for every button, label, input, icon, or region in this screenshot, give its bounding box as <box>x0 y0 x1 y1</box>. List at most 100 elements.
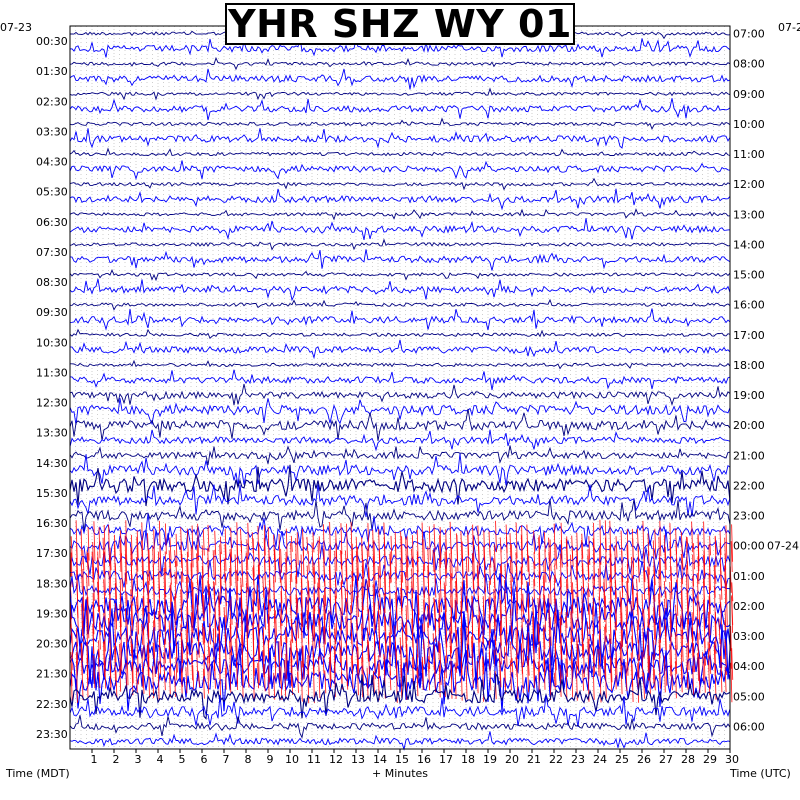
x-tick-label: 17 <box>439 753 453 766</box>
x-tick-label: 20 <box>505 753 519 766</box>
trace-line <box>69 715 731 739</box>
trace-line <box>69 464 731 506</box>
x-tick-label: 27 <box>659 753 673 766</box>
left-time-label: 00:30 <box>36 35 68 48</box>
trace-line <box>69 429 731 452</box>
left-time-label: 03:30 <box>36 125 68 138</box>
x-axis-ticks: 1 2 3 4 5 6 7 8 9 10 11 12 13 14 15 16 17 18 19 20 21 22 23 24 2… <box>91 749 739 766</box>
right-time-label: 00:00 <box>733 540 765 553</box>
right-time-label: 13:00 <box>733 208 765 221</box>
right-time-label: 11:00 <box>733 148 765 161</box>
left-time-label: 21:30 <box>36 668 68 681</box>
left-time-label: 17:30 <box>36 547 68 560</box>
x-tick-label: 29 <box>703 753 717 766</box>
trace-line <box>69 499 731 532</box>
trace-line <box>69 117 731 131</box>
trace-line <box>69 298 731 311</box>
trace-line <box>69 249 731 271</box>
right-time-label: 16:00 <box>733 299 765 312</box>
trace-line <box>69 573 731 639</box>
trace-line <box>69 328 731 339</box>
x-tick-label: 4 <box>157 753 164 766</box>
trace-line <box>69 98 731 121</box>
trace-line <box>69 87 731 101</box>
trace-line <box>69 68 731 90</box>
trace-line <box>69 647 731 713</box>
right-time-label: 09:00 <box>733 88 765 101</box>
trace-line <box>69 398 731 426</box>
x-tick-label: 22 <box>549 753 563 766</box>
trace-line <box>69 37 731 58</box>
right-date-label: 07-2 <box>778 21 800 34</box>
x-tick-label: 13 <box>351 753 365 766</box>
x-tick-label: 8 <box>245 753 252 766</box>
x-tick-label: 3 <box>135 753 142 766</box>
right-time-label: 14:00 <box>733 238 765 251</box>
left-time-label: 09:30 <box>36 306 68 319</box>
x-tick-label: 15 <box>395 753 409 766</box>
trace-line <box>69 588 731 654</box>
trace-line <box>69 639 731 694</box>
left-time-label: 11:30 <box>36 366 68 379</box>
x-tick-label: 25 <box>615 753 629 766</box>
x-tick-label: 12 <box>329 753 343 766</box>
left-time-label: 05:30 <box>36 186 68 199</box>
x-tick-label: 9 <box>267 753 274 766</box>
left-time-label: 13:30 <box>36 427 68 440</box>
trace-line <box>69 529 731 563</box>
right-time-label: 23:00 <box>733 510 765 523</box>
x-tick-label: 2 <box>113 753 120 766</box>
right-time-label: 17:00 <box>733 329 765 342</box>
trace-line <box>69 56 731 71</box>
trace-line <box>69 544 731 578</box>
right-date-change-label: 07-24 <box>767 540 799 553</box>
left-time-label: 23:30 <box>36 728 68 741</box>
left-time-label: 10:30 <box>36 336 68 349</box>
right-time-label: 18:00 <box>733 359 765 372</box>
left-time-label: 20:30 <box>36 638 68 651</box>
left-axis-label: Time (MDT) <box>5 767 70 780</box>
trace-line <box>69 269 731 282</box>
trace-line <box>69 218 731 241</box>
trace-line <box>69 128 731 149</box>
x-tick-label: 5 <box>179 753 186 766</box>
x-tick-label: 23 <box>571 753 585 766</box>
right-time-label: 07:00 <box>733 28 765 41</box>
x-tick-label: 16 <box>417 753 431 766</box>
left-date-label: 07-23 <box>0 21 32 34</box>
trace-line <box>69 484 731 518</box>
x-tick-label: 14 <box>373 753 387 766</box>
trace-line <box>69 560 731 592</box>
right-time-label: 04:00 <box>733 660 765 673</box>
trace-line <box>69 445 731 466</box>
x-tick-label: 11 <box>307 753 321 766</box>
trace-line <box>69 731 731 751</box>
left-time-label: 14:30 <box>36 457 68 470</box>
left-time-label: 15:30 <box>36 487 68 500</box>
left-time-label: 16:30 <box>36 517 68 530</box>
right-time-label: 21:00 <box>733 449 765 462</box>
trace-line <box>69 177 731 191</box>
left-time-labels: 00:30 01:30 02:30 03:30 04:30 05:30 06:30 07:30… <box>36 35 68 741</box>
seismic-traces <box>69 28 734 751</box>
x-tick-label: 6 <box>201 753 208 766</box>
title-box: YHR SHZ WY 01 <box>225 3 575 45</box>
trace-line <box>69 147 731 157</box>
trace-line <box>70 359 731 370</box>
grid-lines <box>75 26 725 749</box>
right-time-label: 20:00 <box>733 419 765 432</box>
x-tick-label: 1 <box>91 753 98 766</box>
left-time-label: 12:30 <box>36 397 68 410</box>
right-time-label: 15:00 <box>733 269 765 282</box>
trace-line <box>69 160 731 181</box>
trace-line <box>69 339 731 360</box>
left-time-label: 04:30 <box>36 156 68 169</box>
right-time-label: 05:00 <box>733 690 765 703</box>
x-tick-label: 7 <box>223 753 230 766</box>
trace-clip-burst <box>70 549 732 598</box>
right-time-labels: 07:00 08:00 09:00 10:00 11:00 12:00 13:00 14:00… <box>733 28 799 734</box>
trace-line <box>69 208 731 221</box>
left-time-label: 07:30 <box>36 246 68 259</box>
right-time-label: 19:00 <box>733 389 765 402</box>
